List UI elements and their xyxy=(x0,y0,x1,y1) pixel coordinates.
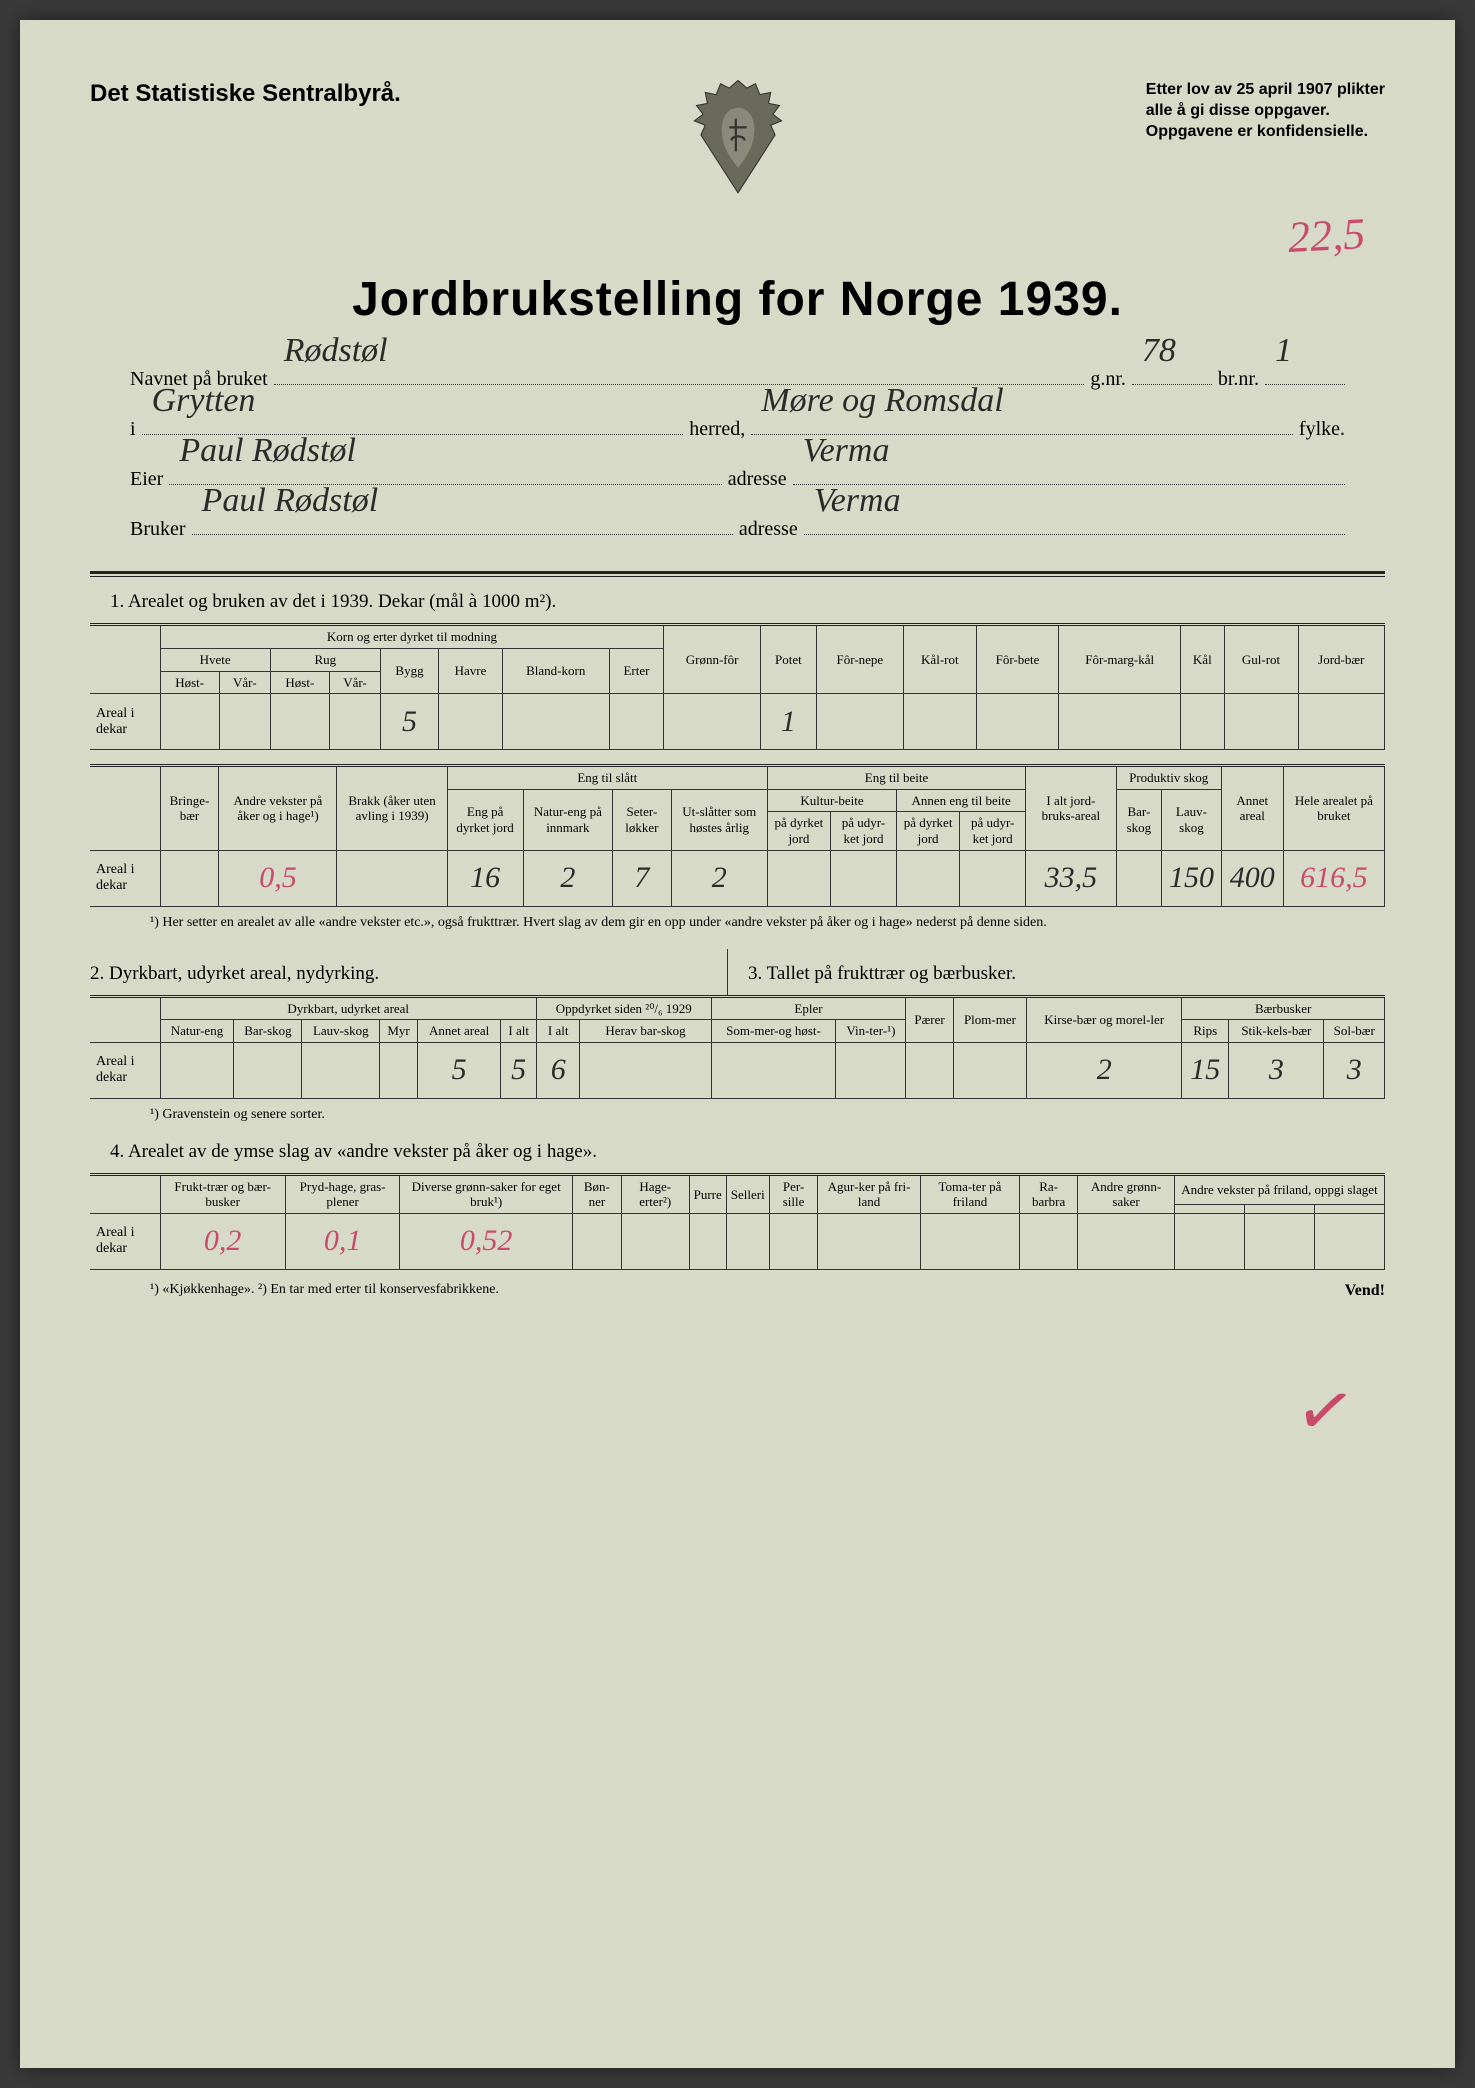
cell-natureng: 2 xyxy=(523,850,613,906)
cell-bygg: 5 xyxy=(380,694,438,750)
cell-diverse: 0,52 xyxy=(400,1213,572,1269)
cell-kirse: 2 xyxy=(1027,1042,1182,1098)
cell-hele: 616,5 xyxy=(1283,850,1384,906)
cell-utslatt: 2 xyxy=(671,850,767,906)
cell-ialt: 33,5 xyxy=(1026,850,1116,906)
divider xyxy=(90,571,1385,577)
field-bruker: Paul Rødstøl xyxy=(192,507,733,535)
label-brnr: br.nr. xyxy=(1218,357,1259,401)
footnote-1: ¹) Her setter en arealet av alle «andre … xyxy=(150,915,1385,931)
agency-name: Det Statistiske Sentralbyrå. xyxy=(90,80,401,108)
footnote-4: ¹) «Kjøkkenhage». ²) En tar med erter ti… xyxy=(150,1282,499,1300)
cell-lauv: 150 xyxy=(1162,850,1222,906)
table-4: Frukt-trær og bær-busker Pryd-hage, gras… xyxy=(90,1173,1385,1270)
handwritten-annotation: 22,5 xyxy=(1287,208,1367,263)
cell-andre: 0,5 xyxy=(219,850,337,906)
census-form-page: Det Statistiske Sentralbyrå. Etter lov a… xyxy=(20,20,1455,2068)
red-checkmark-icon: ✓ xyxy=(1290,1366,1362,1458)
label-eier: Eier xyxy=(130,457,163,501)
field-gnr: 78 xyxy=(1132,357,1212,385)
field-brnr: 1 xyxy=(1265,357,1345,385)
cell-potet: 1 xyxy=(760,694,816,750)
cell-stikk: 3 xyxy=(1229,1042,1324,1098)
label-bruker: Bruker xyxy=(130,507,186,551)
section-2-title: 2. Dyrkbart, udyrket areal, nydyrking. xyxy=(90,963,727,985)
cell-s2-ialt: 5 xyxy=(501,1042,537,1098)
sections-2-3: 2. Dyrkbart, udyrket areal, nydyrking. 3… xyxy=(90,949,1385,995)
label-i: i xyxy=(130,407,136,451)
cell-engdyr: 16 xyxy=(447,850,523,906)
label-gnr: g.nr. xyxy=(1090,357,1126,401)
label-fylke: fylke. xyxy=(1299,407,1345,451)
footnote-2: ¹) Gravenstein og senere sorter. xyxy=(150,1107,1385,1123)
cell-pryd: 0,1 xyxy=(285,1213,400,1269)
cell-s2-oppd: 6 xyxy=(536,1042,579,1098)
cell-rips: 15 xyxy=(1182,1042,1229,1098)
table-2-3: Dyrkbart, udyrket areal Oppdyrket siden … xyxy=(90,995,1385,1099)
cell-s2-annet: 5 xyxy=(417,1042,500,1098)
cell-seter: 7 xyxy=(613,850,671,906)
table-1a: Korn og erter dyrket til modning Grønn-f… xyxy=(90,623,1385,750)
field-bruker-adresse: Verma xyxy=(804,507,1345,535)
legal-notice: Etter lov av 25 april 1907 plikter alle … xyxy=(1146,80,1385,142)
label-adresse-1: adresse xyxy=(728,457,787,501)
section-1-title: 1. Arealet og bruken av det i 1939. Deka… xyxy=(110,591,1385,613)
coat-of-arms-icon xyxy=(683,75,793,195)
section-4-title: 4. Arealet av de ymse slag av «andre vek… xyxy=(110,1141,1385,1163)
label-herred: herred, xyxy=(689,407,745,451)
page-turn-label: Vend! xyxy=(1345,1282,1385,1300)
section-3-title: 3. Tallet på frukttrær og bærbusker. xyxy=(748,963,1385,985)
cell-annet: 400 xyxy=(1221,850,1283,906)
cell-frukt: 0,2 xyxy=(160,1213,285,1269)
label-adresse-2: adresse xyxy=(739,507,798,551)
identification-section: Navnet på bruket Rødstøl g.nr. 78 br.nr.… xyxy=(130,357,1345,551)
table-1b: Bringe-bær Andre vekster på åker og i ha… xyxy=(90,764,1385,906)
cell-solbaer: 3 xyxy=(1324,1042,1385,1098)
